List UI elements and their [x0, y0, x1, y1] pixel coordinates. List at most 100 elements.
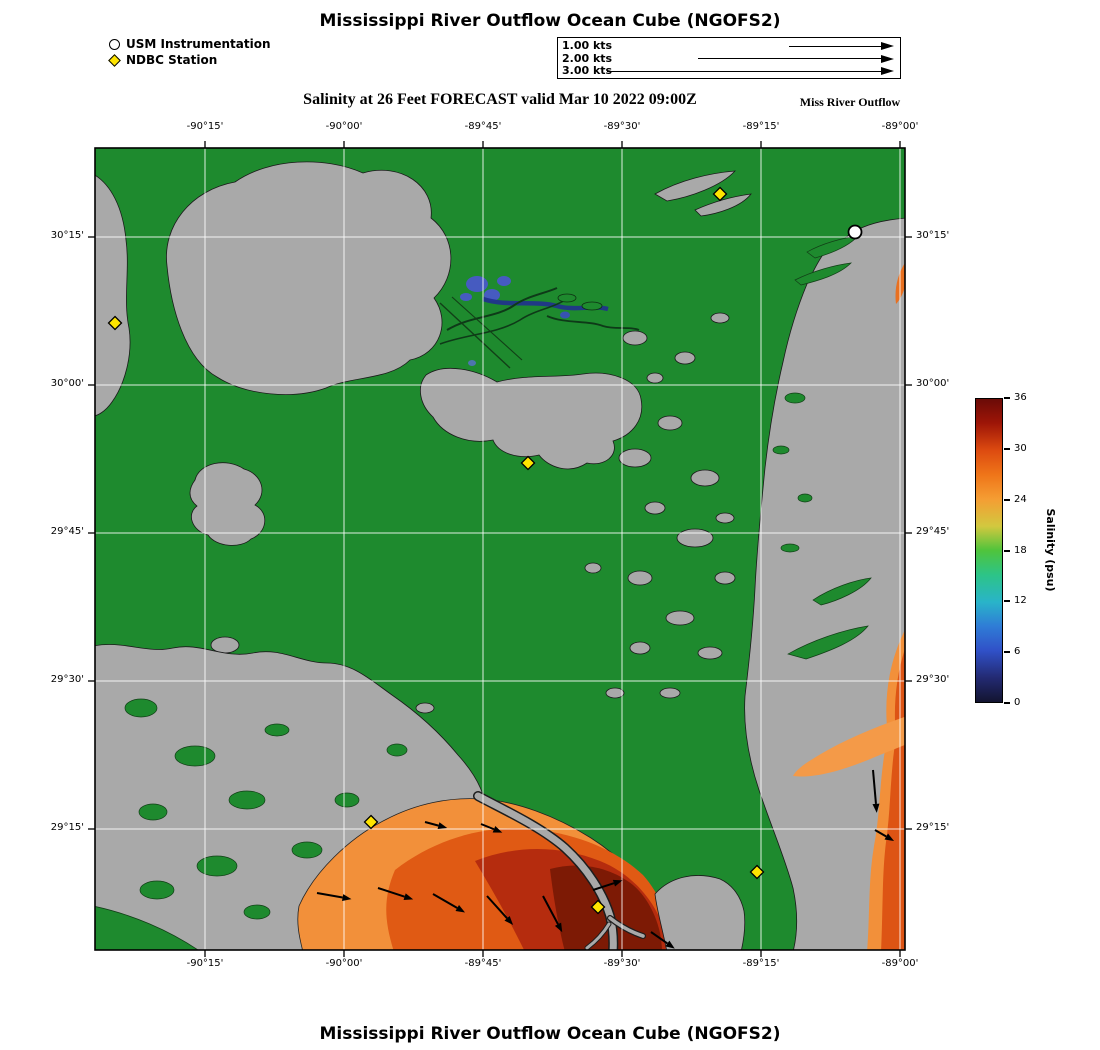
usm-instrumentation-marker — [847, 224, 863, 240]
forecast-subtitle: Salinity at 26 Feet FORECAST valid Mar 1… — [303, 91, 697, 108]
station-markers — [107, 186, 863, 915]
current-arrow-head — [504, 915, 514, 925]
footer-title: Mississippi River Outflow Ocean Cube (NG… — [319, 1024, 781, 1044]
current-arrow-shaft — [377, 887, 405, 898]
lat-tick-label: 30°15' — [50, 230, 84, 241]
lat-tick-label: 29°45' — [50, 526, 84, 537]
current-arrow-head — [492, 825, 503, 833]
colorbar-tick — [1004, 498, 1010, 501]
colorbar-tick — [1004, 702, 1010, 704]
arrowhead-icon — [881, 42, 894, 50]
current-arrow-head — [554, 922, 563, 933]
colorbar: 36 30 24 18 12 6 0 — [975, 392, 1045, 708]
current-arrow-head — [403, 893, 414, 900]
colorbar-gradient — [975, 398, 1003, 703]
lat-tick-label: 29°45' — [916, 526, 950, 537]
current-arrow-head — [665, 940, 675, 949]
usm-instrumentation-icon — [109, 38, 120, 50]
current-arrow-shaft — [650, 931, 668, 945]
colorbar-tick-label: 0 — [1014, 697, 1021, 708]
lon-tick-label: -89°00' — [881, 121, 919, 132]
lon-tick-label: -90°15' — [186, 121, 224, 132]
lon-tick-label: -90°15' — [186, 958, 224, 969]
current-arrow-shaft — [424, 821, 439, 827]
lon-tick-label: -89°15' — [742, 121, 780, 132]
legend-row-ndbc: NDBC Station — [108, 53, 271, 67]
lat-tick-label: 29°15' — [916, 822, 950, 833]
current-arrow-shaft — [480, 823, 495, 831]
ndbc-station-icon — [108, 53, 121, 67]
ndbc-station-marker — [107, 315, 123, 331]
colorbar-tick-label: 24 — [1014, 493, 1027, 505]
current-arrows — [316, 769, 895, 949]
map-frame — [94, 147, 906, 951]
axis-ticks — [88, 141, 912, 957]
lon-tick-label: -89°15' — [742, 958, 780, 969]
lat-tick-label: 29°30' — [916, 674, 950, 685]
colorbar-tick-label: 6 — [1014, 646, 1021, 658]
velocity-scale-row: 1.00 kts — [562, 40, 896, 52]
current-arrow-head — [872, 803, 880, 813]
ndbc-station-marker — [520, 455, 536, 471]
lat-tick-label: 29°30' — [50, 674, 84, 685]
current-arrow-head — [341, 894, 352, 901]
current-arrow-shaft — [872, 769, 877, 804]
current-arrow-shaft — [874, 829, 887, 838]
lon-tick-label: -89°30' — [603, 121, 641, 132]
current-arrow-head — [437, 822, 448, 830]
map-legend: USM Instrumentation NDBC Station — [108, 37, 271, 67]
velocity-scale-label: 1.00 kts — [562, 39, 613, 52]
velocity-scale-arrow — [789, 42, 894, 50]
lat-tick-label: 30°00' — [50, 378, 84, 389]
colorbar-tick — [1004, 651, 1010, 654]
arrowhead-icon — [881, 54, 894, 63]
current-arrow-head — [455, 904, 466, 913]
colorbar-tick — [1004, 447, 1010, 450]
colorbar-tick-label: 18 — [1014, 544, 1027, 556]
arrowhead-icon — [881, 67, 894, 75]
lon-tick-label: -89°30' — [603, 958, 641, 969]
salinity-plume — [297, 798, 681, 950]
lat-tick-label: 30°15' — [916, 230, 950, 241]
velocity-scale-box: 1.00 kts 2.00 kts 3.00 kts — [557, 37, 901, 79]
lon-tick-label: -90°00' — [325, 121, 363, 132]
east-green-islands — [772, 235, 872, 660]
tidal-channels — [439, 287, 640, 369]
salinity-map — [88, 141, 912, 957]
colorbar-tick-label: 12 — [1014, 595, 1027, 607]
ndbc-station-marker — [363, 814, 379, 830]
colorbar-tick-label: 30 — [1014, 442, 1027, 454]
current-arrow-head — [884, 833, 895, 841]
velocity-scale-arrow — [607, 67, 894, 75]
small-islets — [557, 293, 603, 311]
ndbc-station-marker — [590, 899, 606, 915]
ndbc-station-marker — [712, 186, 728, 202]
usm-legend-label: USM Instrumentation — [126, 37, 271, 51]
ndbc-station-marker — [749, 864, 765, 880]
current-arrow-shaft — [486, 895, 508, 919]
lat-tick-label: 29°15' — [50, 822, 84, 833]
page-title: Mississippi River Outflow Ocean Cube (NG… — [319, 11, 781, 31]
east-landmass — [744, 217, 905, 950]
velocity-scale-label: 2.00 kts — [562, 51, 613, 65]
lon-tick-label: -89°00' — [881, 958, 919, 969]
velocity-scale-arrow — [698, 54, 894, 63]
velocity-scale-row: 2.00 kts — [562, 52, 896, 64]
delta-water-holes — [95, 698, 408, 950]
current-arrow-shaft — [592, 882, 615, 891]
current-arrow-shaft — [316, 892, 343, 899]
lat-tick-label: 30°00' — [916, 378, 950, 389]
ndbc-legend-label: NDBC Station — [126, 53, 218, 67]
colorbar-title: Salinity (psu) — [1044, 508, 1057, 592]
velocity-scale-label: 3.00 kts — [562, 64, 613, 77]
river-channel — [473, 791, 646, 950]
lon-tick-label: -90°00' — [325, 958, 363, 969]
current-arrow-shaft — [542, 895, 559, 925]
colorbar-tick — [1004, 397, 1010, 399]
land-areas — [95, 161, 752, 950]
east-salinity-band — [793, 262, 905, 950]
current-arrow-shaft — [432, 893, 458, 909]
lon-tick-label: -89°45' — [464, 121, 502, 132]
lon-tick-label: -89°45' — [464, 958, 502, 969]
